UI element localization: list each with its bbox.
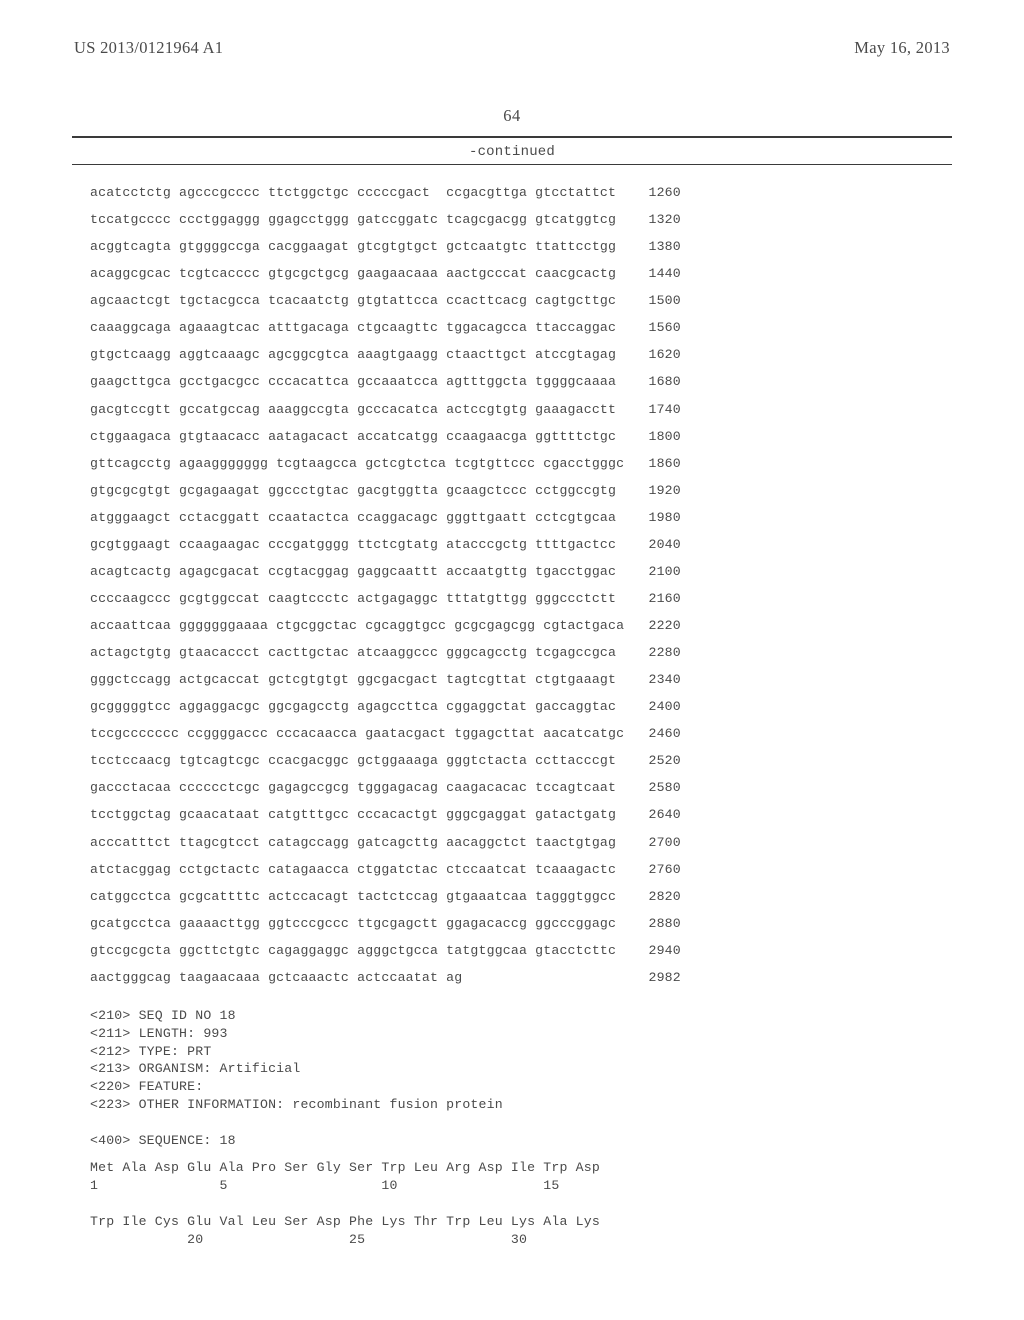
publication-number: US 2013/0121964 A1 xyxy=(74,38,223,58)
publication-date: May 16, 2013 xyxy=(854,38,950,58)
top-rule xyxy=(72,136,952,138)
page-number: 64 xyxy=(72,106,952,126)
protein-sequence-block: Met Ala Asp Glu Ala Pro Ser Gly Ser Trp … xyxy=(72,1149,952,1248)
continued-label: -continued xyxy=(72,144,952,160)
nucleotide-sequence-block: acatcctctg agcccgcccc ttctggctgc cccccga… xyxy=(72,165,952,991)
sequence-metadata-block: <210> SEQ ID NO 18 <211> LENGTH: 993 <21… xyxy=(72,991,952,1150)
